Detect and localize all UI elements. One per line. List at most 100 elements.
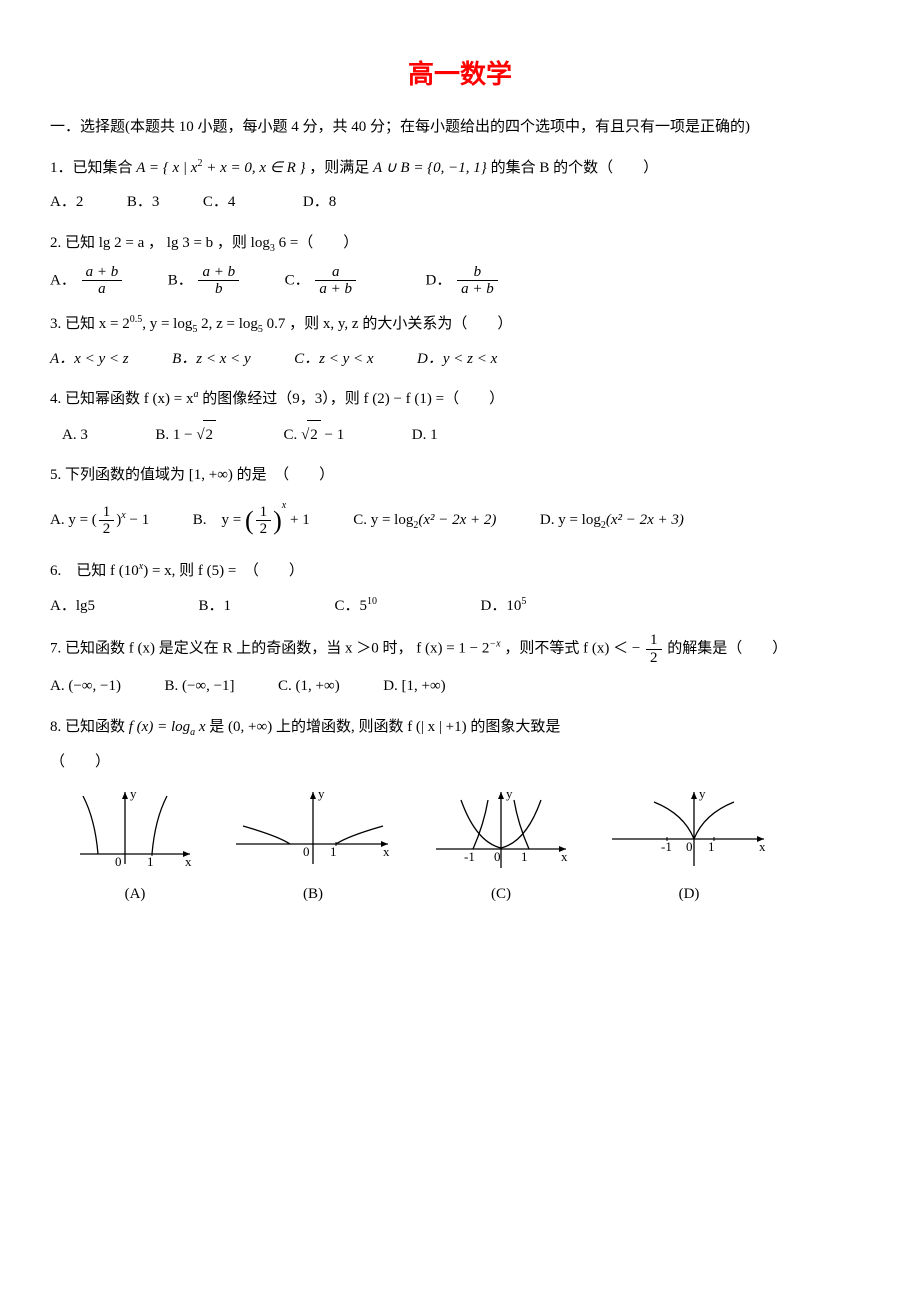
question-2: 2. 已知 lg 2 = a ， lg 3 = b ，则 log3 6 =（ ） xyxy=(50,229,870,258)
q7-pre: 7. 已知函数 f (x) 是定义在 R 上的奇函数，当 x ＞0 时， f (… xyxy=(50,641,489,657)
q7-options: A. (−∞, −1) B. (−∞, −1] C. (1, +∞) D. [1… xyxy=(50,672,870,701)
q1-opt-d: D．8 xyxy=(303,194,336,210)
section-header: 一．选择题(本题共 10 小题，每小题 4 分，共 40 分；在每小题给出的四个… xyxy=(50,113,870,142)
q5-c-pre: C. y = log xyxy=(353,512,413,528)
q6-options: A．lg5 B．1 C．510 D．105 xyxy=(50,592,870,621)
q4-options: A. 3 B. 1 − √2 C. √2 − 1 D. 1 xyxy=(50,420,870,450)
q1-stem-post1: ，则满足 xyxy=(309,160,373,176)
q7-frac: 12 xyxy=(646,632,662,666)
q4-opt-a: A. 3 xyxy=(62,427,88,443)
svg-text:1: 1 xyxy=(708,839,715,854)
q2-opt-d-pre: D． xyxy=(426,272,452,288)
svg-text:1: 1 xyxy=(147,854,154,869)
svg-text:0: 0 xyxy=(115,854,122,869)
q2-opt-b-pre: B． xyxy=(168,272,193,288)
q7-opt-d: D. [1, +∞) xyxy=(383,678,445,694)
q6-opt-c-pre: C．5 xyxy=(335,598,368,614)
svg-text:0: 0 xyxy=(686,839,693,854)
svg-text:x: x xyxy=(383,844,390,859)
svg-text:x: x xyxy=(759,839,766,854)
question-8: 8. 已知函数 f (x) = loga x 是 (0, +∞) 上的增函数, … xyxy=(50,713,870,742)
q2-d-den: a + b xyxy=(457,281,498,298)
q7-post: 的解集是（ ） xyxy=(664,641,788,657)
svg-text:0: 0 xyxy=(303,844,310,859)
q2-opt-d-frac: ba + b xyxy=(457,264,498,298)
svg-text:1: 1 xyxy=(330,844,337,859)
q2-b-num: a + b xyxy=(198,264,239,282)
q5-b-pre: B. y = xyxy=(193,512,245,528)
q5-d-arg: (x² − 2x + 3) xyxy=(606,512,684,528)
q2-opt-a-frac: a + ba xyxy=(82,264,123,298)
q8-mid: 是 (0, +∞) 上的增函数, 则函数 f (| x | +1) 的图象大致是 xyxy=(209,719,560,735)
q6-opt-d-pre: D．10 xyxy=(481,598,522,614)
q8-label-a: (A) xyxy=(70,880,200,909)
q5-options: A. y = (12)x − 1 B. y = (12)x + 1 C. y =… xyxy=(50,496,870,545)
svg-text:0: 0 xyxy=(494,849,501,864)
q5-a-num: 1 xyxy=(99,504,115,522)
q4-pre: 4. 已知幂函数 f (x) = x xyxy=(50,391,193,407)
q6-opt-a: A．lg5 xyxy=(50,598,95,614)
q6-post: ) = x, 则 f (5) = （ ） xyxy=(143,563,304,579)
q5-b-exp: x xyxy=(282,500,286,511)
q7-exp: −x xyxy=(489,639,500,650)
svg-text:y: y xyxy=(318,786,325,801)
svg-text:-1: -1 xyxy=(464,849,475,864)
q4-opt-b-pre: B. 1 − xyxy=(155,427,196,443)
q2-a-num: a + b xyxy=(82,264,123,282)
q2-opt-a-pre: A． xyxy=(50,272,76,288)
q2-c-num: a xyxy=(315,264,356,282)
q2-opt-b-frac: a + bb xyxy=(198,264,239,298)
question-6: 6. 已知 f (10x) = x, 则 f (5) = （ ） xyxy=(50,557,870,586)
q5-c-arg: (x² − 2x + 2) xyxy=(418,512,496,528)
q8-label-c: (C) xyxy=(426,880,576,909)
svg-text:x: x xyxy=(185,854,192,869)
q5-b-frac: 12 xyxy=(256,504,272,538)
q3-mid2: 2, z = log xyxy=(197,316,258,332)
svg-text:y: y xyxy=(130,786,137,801)
q2-stem: 2. 已知 lg 2 = a ， lg 3 = b ，则 log xyxy=(50,235,270,251)
q5-a-post: − 1 xyxy=(126,512,149,528)
q3-options: A．x < y < z B．z < x < y C．z < y < x D．y … xyxy=(50,345,870,374)
q8-pre: 8. 已知函数 xyxy=(50,719,129,735)
page-title: 高一数学 xyxy=(50,50,870,99)
q8-fig-a: y x 0 1 (A) xyxy=(70,784,200,909)
q4-opt-c-pre: C. xyxy=(284,427,302,443)
q4-c-sqrt: 2 xyxy=(307,420,321,450)
q3-mid1: , y = log xyxy=(142,316,192,332)
q4-b-sqrt: 2 xyxy=(203,420,217,450)
q8-paren: （ ） xyxy=(50,748,870,777)
q6-pre: 6. 已知 f (10 xyxy=(50,563,139,579)
question-1: 1．已知集合 A = { x | x2 + x = 0, x ∈ R } ，则满… xyxy=(50,154,870,183)
q7-den: 2 xyxy=(646,650,662,667)
q5-b-post: + 1 xyxy=(286,512,309,528)
q3-mid3: 0.7 ，则 x, y, z 的大小关系为（ ） xyxy=(263,316,512,332)
q1-stem-mid: + x = 0, x ∈ R } xyxy=(206,160,305,176)
q2-b-den: b xyxy=(198,281,239,298)
q6-d-exp: 5 xyxy=(521,596,526,607)
q2-d-num: b xyxy=(457,264,498,282)
q1-options: A．2 B．3 C．4 D．8 xyxy=(50,188,870,217)
q4-c-post: − 1 xyxy=(321,427,344,443)
q7-num: 1 xyxy=(646,632,662,650)
q2-opt-c-frac: aa + b xyxy=(315,264,356,298)
q5-a-frac: 12 xyxy=(99,504,115,538)
q8-label-b: (B) xyxy=(228,880,398,909)
question-7: 7. 已知函数 f (x) 是定义在 R 上的奇函数，当 x ＞0 时， f (… xyxy=(50,632,870,666)
q2-stem-post: 6 =（ ） xyxy=(275,235,358,251)
q8-fig-d: y x 0 -1 1 (D) xyxy=(604,784,774,909)
q4-opt-d: D. 1 xyxy=(412,427,438,443)
q8-fig-c: y x 0 -1 1 (C) xyxy=(426,784,576,909)
q1-opt-c: C．4 xyxy=(203,194,236,210)
q1-set-A: A = { x | x xyxy=(136,160,197,176)
q2-opt-c-pre: C． xyxy=(285,272,310,288)
q3-opt-b: B．z < x < y xyxy=(172,351,251,367)
q8-arg: x xyxy=(195,719,205,735)
q1-union: A ∪ B = {0, −1, 1} xyxy=(373,160,487,176)
q7-opt-a: A. (−∞, −1) xyxy=(50,678,121,694)
svg-text:y: y xyxy=(699,786,706,801)
q8-label-d: (D) xyxy=(604,880,774,909)
q3-pre: 3. 已知 x = 2 xyxy=(50,316,130,332)
q1-opt-b: B．3 xyxy=(127,194,160,210)
q7-opt-b: B. (−∞, −1] xyxy=(164,678,234,694)
svg-text:x: x xyxy=(561,849,568,864)
